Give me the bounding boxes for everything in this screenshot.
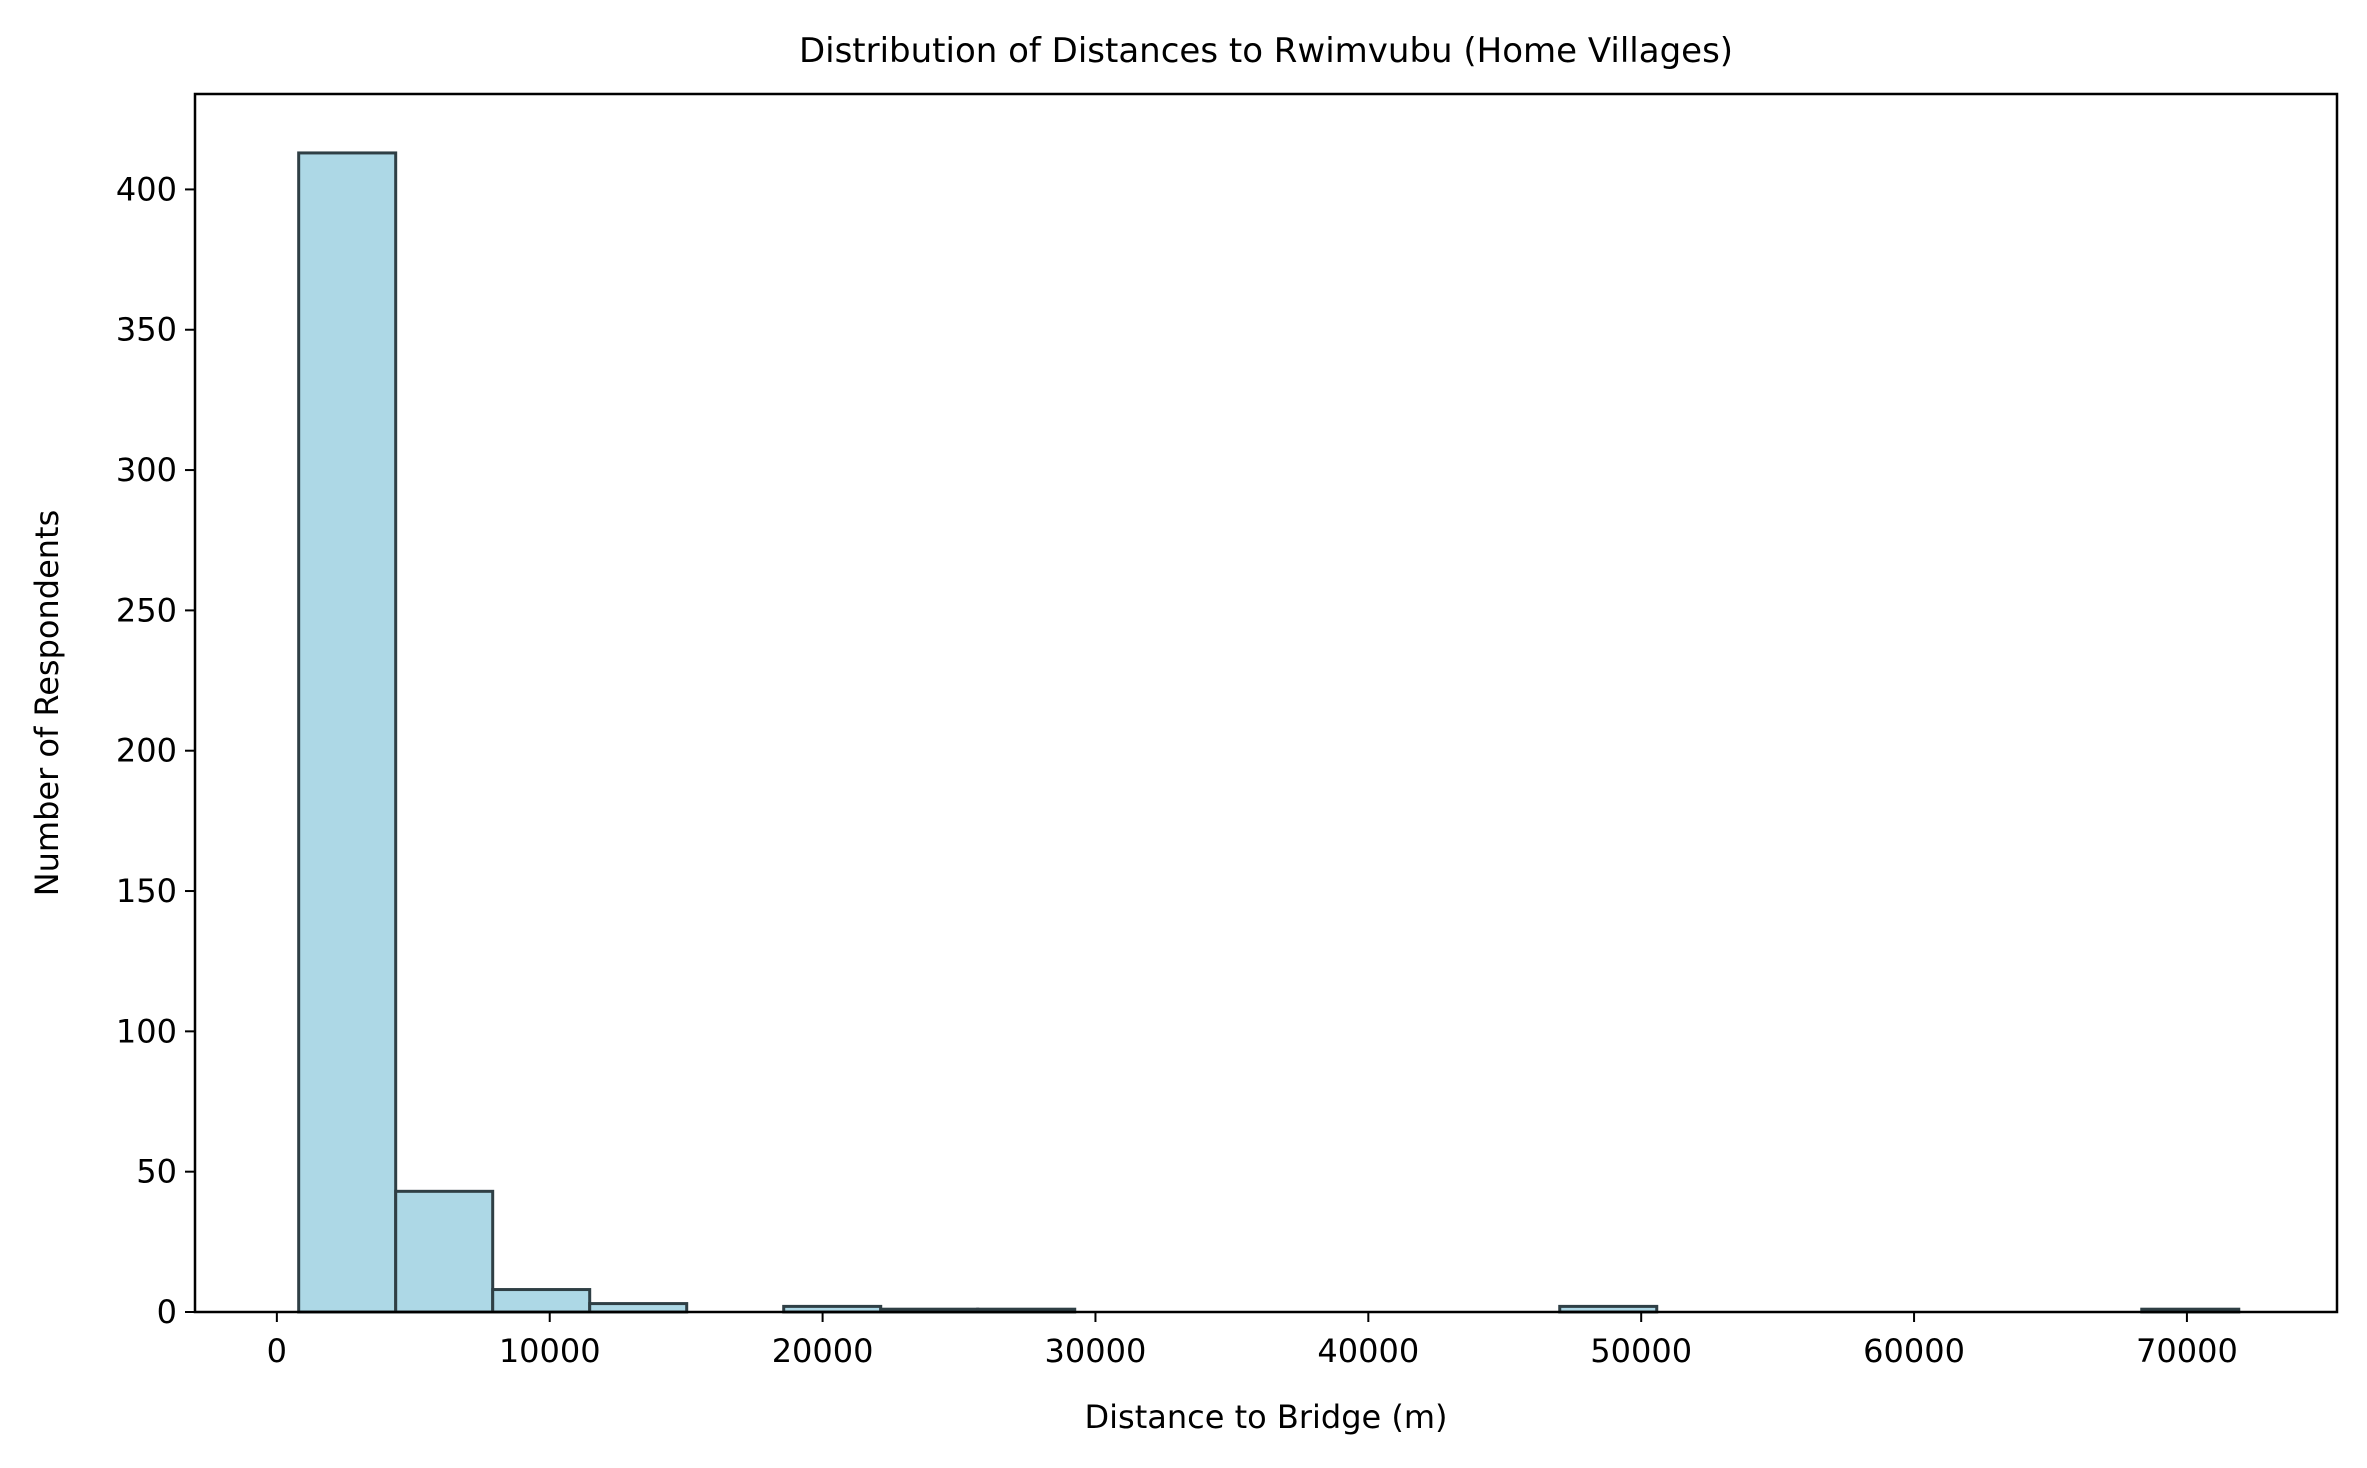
y-tick-label: 150 [116, 872, 177, 910]
x-axis-label: Distance to Bridge (m) [1084, 1398, 1447, 1436]
histogram-bars [297, 151, 2241, 1314]
y-tick-label: 50 [136, 1153, 177, 1191]
x-tick-label: 70000 [2136, 1332, 2238, 1370]
y-axis-ticks: 0 50 100 150 200 250 300 350 400 [116, 170, 195, 1331]
y-tick-label: 200 [116, 732, 177, 770]
y-axis-label: Number of Respondents [28, 510, 66, 897]
x-tick-label: 30000 [1045, 1332, 1147, 1370]
x-axis-ticks: 0 10000 20000 30000 40000 50000 60000 70000 [267, 1312, 2238, 1370]
y-tick-label: 350 [116, 311, 177, 349]
y-tick-label: 400 [116, 170, 177, 208]
x-tick-label: 10000 [499, 1332, 601, 1370]
plot-frame [193, 92, 2339, 1314]
y-tick-label: 300 [116, 451, 177, 489]
y-tick-label: 0 [157, 1293, 177, 1331]
x-tick-label: 0 [267, 1332, 287, 1370]
x-tick-label: 50000 [1590, 1332, 1692, 1370]
histogram-bar [297, 151, 398, 1314]
x-tick-label: 40000 [1317, 1332, 1419, 1370]
x-tick-label: 60000 [1863, 1332, 1965, 1370]
y-tick-label: 100 [116, 1012, 177, 1050]
chart-title: Distribution of Distances to Rwimvubu (H… [799, 31, 1733, 71]
histogram-bar [491, 1288, 592, 1314]
y-tick-label: 250 [116, 591, 177, 629]
x-tick-label: 20000 [772, 1332, 874, 1370]
histogram-bar [588, 1302, 689, 1314]
histogram-bar [394, 1189, 495, 1314]
